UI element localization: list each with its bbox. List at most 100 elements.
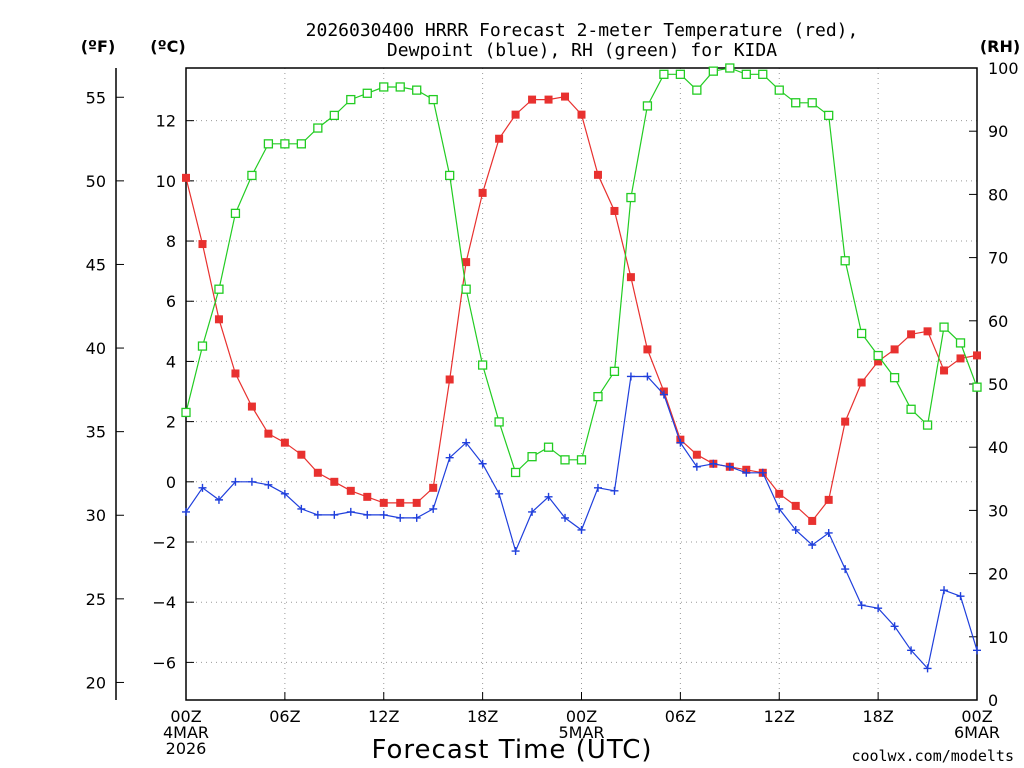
fahrenheit-unit-label: (ºF) <box>81 37 116 56</box>
x-tick-label: 12Z <box>764 707 795 726</box>
dewpoint-point <box>676 438 685 447</box>
dewpoint-point <box>495 489 504 498</box>
temperature-point <box>923 327 932 336</box>
rh-tick-label: 50 <box>988 375 1008 394</box>
fahrenheit-tick-label: 20 <box>86 673 106 692</box>
dewpoint-point <box>890 622 899 631</box>
celsius-tick-label: 2 <box>166 413 176 432</box>
rh-tick-label: 0 <box>988 691 998 710</box>
chart-axes <box>115 67 978 701</box>
celsius-tick-label: 0 <box>166 473 176 492</box>
dewpoint-point <box>923 664 932 673</box>
rh-point <box>791 98 801 108</box>
rh-point <box>922 420 933 430</box>
dewpoint-point <box>528 507 537 516</box>
temperature-point <box>791 501 800 510</box>
celsius-tick-label: −2 <box>152 533 176 552</box>
temperature-point <box>808 516 817 525</box>
rh-point <box>609 366 620 377</box>
rh-point <box>807 98 817 108</box>
dewpoint-point <box>659 390 668 399</box>
temperature-point <box>313 468 322 477</box>
temperature-point <box>593 170 602 179</box>
temperature-point <box>330 477 339 486</box>
temperature-point <box>857 378 866 387</box>
rh-point <box>692 85 702 95</box>
rh-point <box>758 69 768 79</box>
rh-tick-label: 90 <box>988 122 1008 141</box>
dewpoint-point <box>775 504 784 513</box>
temperature-point <box>280 438 289 447</box>
x-tick-label: 6MAR <box>954 723 1000 742</box>
temperature-point <box>643 345 652 354</box>
rh-point <box>510 467 521 478</box>
celsius-tick-label: 6 <box>166 292 176 311</box>
dewpoint-point <box>182 507 190 516</box>
dewpoint-point <box>214 495 223 504</box>
celsius-tick-label: 12 <box>156 112 176 131</box>
rh-point <box>494 417 504 427</box>
temperature-point <box>182 173 190 182</box>
fahrenheit-tick-label: 45 <box>86 255 106 274</box>
rh-point <box>824 110 834 121</box>
temperature-point <box>907 330 916 339</box>
rh-tick-label: 20 <box>988 565 1008 584</box>
tick-labels: 20 25 30 35 40 45 50 55 −6 −4 −2 0 2 4 6 8 10 12 0 10 20 30 40… <box>86 59 1019 758</box>
temperature-point <box>264 429 273 438</box>
dewpoint-point <box>280 489 289 498</box>
dewpoint-point <box>445 453 454 462</box>
temperature-point <box>841 417 850 426</box>
x-tick-label: 06Z <box>269 707 300 726</box>
dewpoint-point <box>462 438 471 447</box>
rh-tick-label: 80 <box>988 185 1008 204</box>
dewpoint-point <box>841 565 850 574</box>
x-tick-label: 00Z <box>961 707 992 726</box>
rh-point <box>181 407 191 418</box>
rh-point <box>296 139 307 149</box>
celsius-tick-label: −6 <box>152 653 176 672</box>
x-tick-label: 12Z <box>368 707 399 726</box>
dewpoint-point <box>511 547 520 556</box>
fahrenheit-tick-label: 50 <box>86 172 106 191</box>
temperature-point <box>528 95 537 104</box>
rh-point <box>840 256 850 266</box>
rh-point <box>346 94 356 105</box>
rh-point <box>642 101 653 111</box>
dewpoint-point <box>907 646 916 655</box>
rh-point <box>412 85 422 95</box>
temperature-point <box>775 489 784 498</box>
dewpoint-line <box>185 375 978 670</box>
dewpoint-point <box>544 492 553 501</box>
temperature-point <box>445 375 454 384</box>
dewpoint-point <box>791 525 800 534</box>
rh-point <box>708 66 718 76</box>
rh-point <box>741 69 751 79</box>
rh-point <box>461 284 471 294</box>
rh-point <box>395 82 405 92</box>
rh-point <box>445 170 455 181</box>
rh-point <box>906 404 916 414</box>
dewpoint-point <box>692 462 701 471</box>
dewpoint-point <box>758 468 767 477</box>
dewpoint-point <box>313 510 322 519</box>
temperature-point <box>692 450 701 459</box>
temperature-point <box>412 498 421 507</box>
temperature-point <box>577 110 586 119</box>
rh-tick-label: 10 <box>988 628 1008 647</box>
dewpoint-point <box>725 462 734 471</box>
rh-point <box>889 373 900 383</box>
rh-point <box>230 208 241 219</box>
celsius-tick-label: 8 <box>166 232 176 251</box>
chart-title-line-1: 2026030400 HRRR Forecast 2-meter Tempera… <box>306 20 859 41</box>
temperature-point <box>956 354 965 363</box>
dewpoint-point <box>577 525 586 534</box>
dewpoint-point <box>363 510 372 519</box>
rh-point <box>362 88 372 98</box>
rh-point <box>626 192 636 203</box>
dewpoint-point <box>956 592 965 601</box>
grid-lines <box>186 68 977 700</box>
rh-tick-label: 60 <box>988 312 1008 331</box>
temperature-point <box>462 258 471 267</box>
temperature-point <box>940 366 949 375</box>
